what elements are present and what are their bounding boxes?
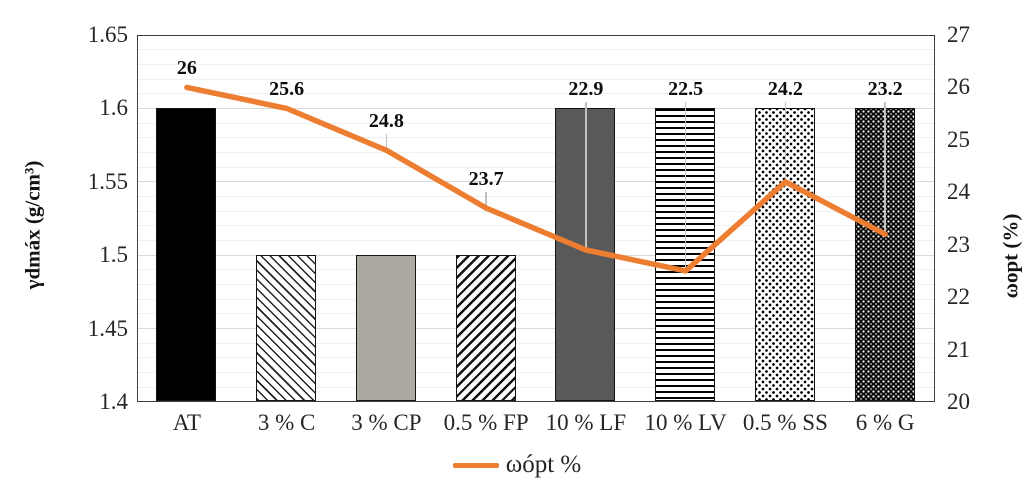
bar-3%C [256,254,317,402]
legend: ωópt % [0,451,1034,479]
left-axis-tick: 1.5 [99,242,128,268]
right-axis-tick: 27 [947,22,970,47]
label-leader-line [485,192,487,206]
minor-gridline [138,313,934,315]
category-label: 10 % LV [644,410,727,435]
minor-gridline [138,49,934,51]
left-axis-tick: 1.6 [99,95,128,121]
line-data-label: 25.6 [269,78,305,101]
right-axis-tick: 23 [947,231,970,257]
major-gridline [138,328,934,330]
category-label: 0.5 % FP [443,410,529,435]
bar-0.5%FP [455,254,516,402]
right-axis-tick: 21 [947,336,970,362]
legend-line-swatch [452,462,499,468]
label-leader-line [884,102,886,233]
left-axis-tick: 1.45 [87,315,128,341]
bar-3%CP [355,254,416,402]
minor-gridline [138,63,934,65]
right-axis-tick: 22 [947,284,970,310]
line-data-label: 23.2 [867,78,903,101]
minor-gridline [138,357,934,359]
label-leader-line [585,102,587,248]
label-leader-line [784,102,787,180]
label-leader-line [684,102,687,269]
right-axis-tick: 26 [947,74,970,100]
minor-gridline [138,372,934,374]
bar-AT [156,107,217,402]
minor-gridline [138,298,934,300]
line-data-label: 24.8 [368,110,404,133]
category-label: 0.5 % SS [742,410,828,435]
category-label: 3 % C [257,410,316,435]
minor-gridline [138,386,934,388]
right-axis-tick: 24 [947,179,970,205]
line-data-label: 22.5 [668,78,704,101]
left-axis-tick: 1.65 [87,22,128,47]
minor-gridline [138,342,934,344]
plot-area [137,35,935,402]
category-label: 6 % G [855,410,915,435]
line-data-label: 22.9 [568,78,604,101]
right-axis-title: ωopt (%) [998,213,1023,299]
minor-gridline [138,78,934,80]
left-axis-tick: 1.55 [87,168,128,194]
line-data-label: 23.7 [468,168,504,190]
category-label: AT [172,410,201,435]
minor-gridline [138,284,934,286]
right-axis-tick: 25 [947,126,970,152]
category-label: 3 % CP [351,410,422,435]
label-leader-line [385,134,388,149]
minor-gridline [138,93,934,95]
line-data-label: 24.2 [767,78,803,101]
category-label: 10 % LF [545,410,627,435]
left-axis-tick: 1.4 [99,389,128,414]
legend-label: ωópt % [505,451,582,478]
line-data-label: 26 [176,57,197,80]
left-axis-title: γdmáx (g/cm³) [20,160,45,290]
right-axis-tick: 20 [947,389,970,414]
